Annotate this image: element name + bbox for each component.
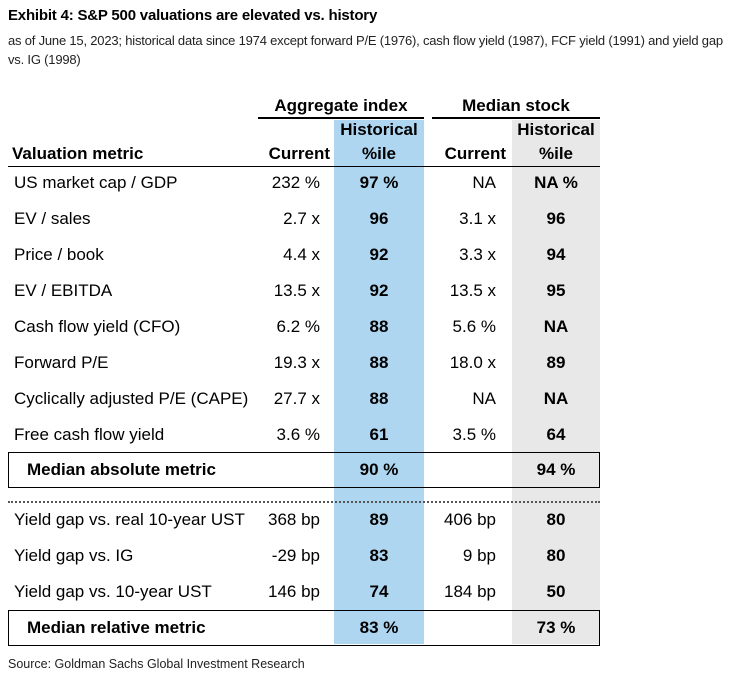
median-absolute-med-percentile: 94 % [536, 460, 576, 479]
aggregate-current-value: 19.3 x [273, 353, 320, 372]
metric-label: EV / sales [14, 209, 91, 228]
median-absolute-agg-percentile: 90 % [359, 460, 399, 479]
median-relative-med-percentile: 73 % [536, 618, 576, 637]
exhibit-subtitle: as of June 15, 2023; historical data sin… [8, 33, 723, 67]
column-header-agg-percentile: %ile [361, 144, 397, 163]
aggregate-percentile-value: 89 [369, 510, 389, 529]
median-percentile-value: NA [543, 317, 569, 336]
table-row: Yield gap vs. real 10-year UST 368 bp 89 40… [0, 502, 742, 538]
table-row: Cyclically adjusted P/E (CAPE) 27.7 x 88 NA… [0, 381, 742, 417]
median-current-value: 3.1 x [459, 209, 496, 228]
table-row: Cash flow yield (CFO) 6.2 % 88 5.6 % NA [0, 309, 742, 345]
aggregate-current-value: 6.2 % [276, 317, 320, 336]
column-header-metric: Valuation metric [12, 144, 144, 163]
group-underline-aggregate [258, 117, 424, 119]
median-current-value: NA [472, 389, 496, 408]
aggregate-current-value: 146 bp [268, 582, 320, 601]
metric-label: Free cash flow yield [14, 425, 165, 444]
aggregate-percentile-value: 88 [369, 317, 389, 336]
metric-label: Price / book [14, 245, 104, 264]
aggregate-percentile-value: 88 [369, 389, 389, 408]
column-header-med-percentile: %ile [538, 144, 574, 163]
metric-label: Yield gap vs. IG [14, 546, 134, 565]
aggregate-current-value: 27.7 x [273, 389, 320, 408]
median-current-value: 3.5 % [452, 425, 496, 444]
aggregate-current-value: -29 bp [271, 546, 320, 565]
aggregate-percentile-value: 74 [369, 582, 389, 601]
aggregate-percentile-value: 92 [369, 281, 389, 300]
metric-label: EV / EBITDA [14, 281, 113, 300]
median-percentile-value: 95 [546, 281, 566, 300]
table-row: Price / book 4.4 x 92 3.3 x 94 [0, 237, 742, 273]
metric-label: Cash flow yield (CFO) [14, 317, 181, 336]
section-divider [8, 501, 600, 503]
median-percentile-value: 50 [546, 582, 566, 601]
table-row: EV / EBITDA 13.5 x 92 13.5 x 95 [0, 273, 742, 309]
group-header-aggregate: Aggregate index [274, 96, 408, 115]
header-rule [8, 166, 600, 167]
aggregate-current-value: 3.6 % [276, 425, 320, 444]
metric-label: Yield gap vs. 10-year UST [14, 582, 212, 601]
median-percentile-value: 80 [546, 546, 566, 565]
metric-label: Cyclically adjusted P/E (CAPE) [14, 389, 249, 408]
median-current-value: 3.3 x [459, 245, 496, 264]
median-absolute-label: Median absolute metric [27, 460, 216, 479]
median-current-value: 184 bp [444, 582, 496, 601]
table-row: EV / sales 2.7 x 96 3.1 x 96 [0, 201, 742, 237]
median-current-value: 13.5 x [449, 281, 496, 300]
column-header-agg-historical: Historical [340, 120, 418, 139]
median-absolute-row: Median absolute metric 90 % 94 % [8, 452, 600, 488]
median-relative-label: Median relative metric [27, 618, 206, 637]
median-current-value: 9 bp [462, 546, 496, 565]
metric-label: US market cap / GDP [14, 173, 178, 192]
median-current-value: 18.0 x [449, 353, 496, 372]
metric-label: Forward P/E [14, 353, 109, 372]
median-percentile-value: 94 [546, 245, 566, 264]
aggregate-percentile-value: 96 [369, 209, 389, 228]
aggregate-percentile-column-shading [334, 120, 424, 644]
median-percentile-value: NA % [534, 173, 578, 192]
median-current-value: 5.6 % [452, 317, 496, 336]
column-header-med-historical: Historical [517, 120, 595, 139]
aggregate-current-value: 232 % [271, 173, 320, 192]
group-header-median: Median stock [462, 96, 570, 115]
aggregate-percentile-value: 61 [369, 425, 389, 444]
group-underline-median [432, 117, 600, 119]
source-note: Source: Goldman Sachs Global Investment … [8, 657, 305, 671]
aggregate-current-value: 4.4 x [283, 245, 320, 264]
aggregate-percentile-value: 88 [369, 353, 389, 372]
median-relative-agg-percentile: 83 % [359, 618, 399, 637]
table-row: Forward P/E 19.3 x 88 18.0 x 89 [0, 345, 742, 381]
aggregate-current-value: 2.7 x [283, 209, 320, 228]
table-row: Free cash flow yield 3.6 % 61 3.5 % 64 [0, 417, 742, 453]
metric-label: Yield gap vs. real 10-year UST [14, 510, 245, 529]
median-percentile-value: 96 [546, 209, 566, 228]
median-percentile-column-shading [512, 120, 600, 644]
aggregate-percentile-value: 97 % [359, 173, 399, 192]
column-header-agg-current: Current [268, 144, 330, 163]
median-percentile-value: 64 [546, 425, 566, 444]
median-relative-row: Median relative metric 83 % 73 % [8, 610, 600, 646]
aggregate-current-value: 368 bp [268, 510, 320, 529]
aggregate-current-value: 13.5 x [273, 281, 320, 300]
aggregate-percentile-value: 83 [369, 546, 389, 565]
exhibit-title: Exhibit 4: S&P 500 valuations are elevat… [8, 7, 378, 24]
column-header-med-current: Current [444, 144, 506, 163]
median-percentile-value: 89 [546, 353, 566, 372]
table-row: Yield gap vs. IG -29 bp 83 9 bp 80 [0, 538, 742, 574]
aggregate-percentile-value: 92 [369, 245, 389, 264]
table-row: Yield gap vs. 10-year UST 146 bp 74 184 bp 5… [0, 574, 742, 610]
table-row: US market cap / GDP 232 % 97 % NA NA % [0, 165, 742, 201]
median-percentile-value: 80 [546, 510, 566, 529]
median-percentile-value: NA [543, 389, 569, 408]
median-current-value: 406 bp [444, 510, 496, 529]
median-current-value: NA [472, 173, 496, 192]
